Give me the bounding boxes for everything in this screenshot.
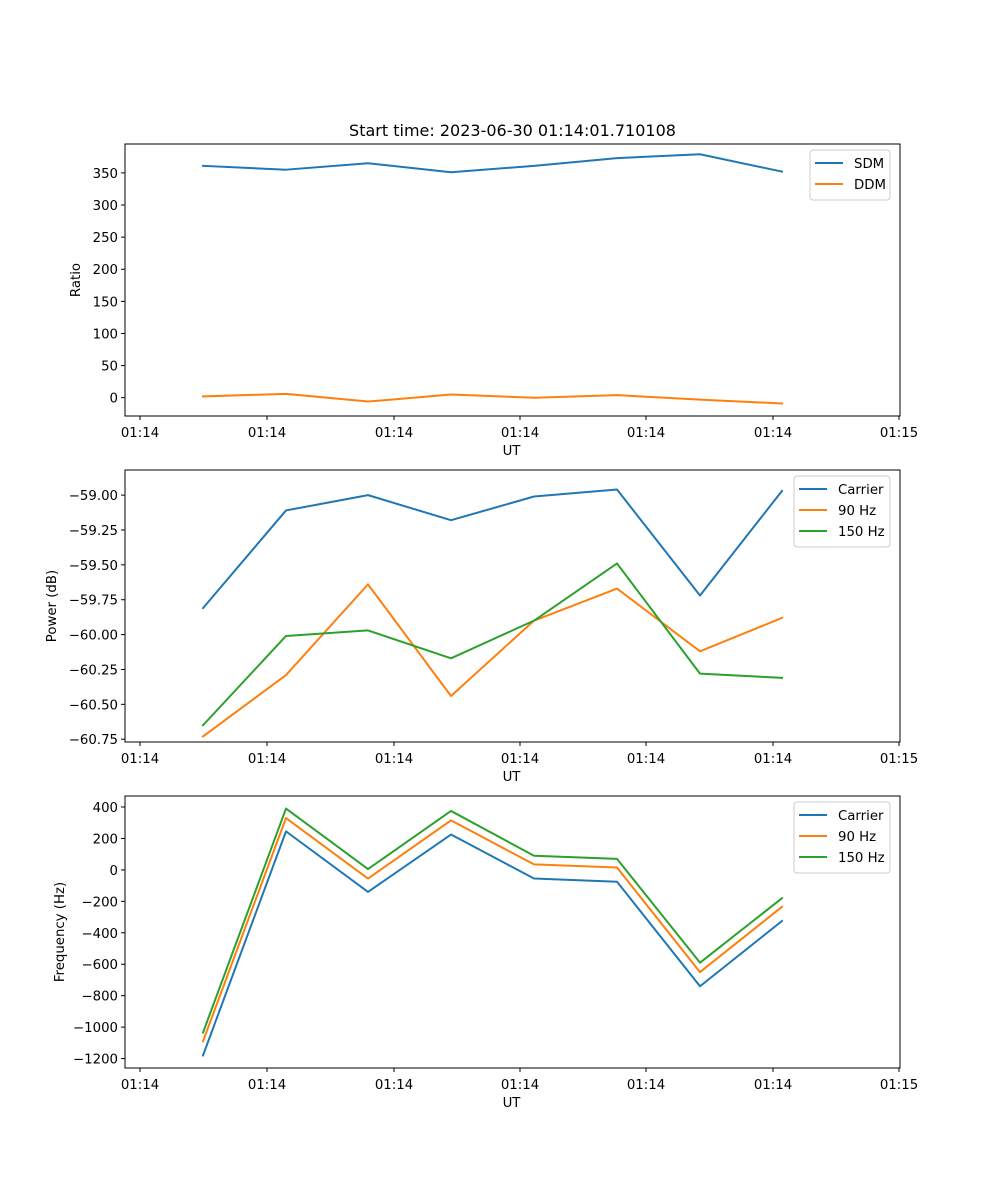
y-tick-label: −1000: [73, 1021, 118, 1036]
series-line-150-hz: [201, 562, 784, 727]
series-line-ddm: [201, 392, 784, 405]
chart-panel-2: 01:14 01:14 01:14 01:14 01:14 01:14 01:15 UT −60…: [45, 469, 918, 785]
y-tick-label: −400: [81, 927, 118, 942]
y-tick-label: −59.00: [69, 489, 118, 504]
plot-frame: [124, 795, 901, 1069]
chart-title: Start time: 2023-06-30 01:14:01.710108: [349, 121, 676, 140]
x-axis-label: UT: [503, 444, 522, 459]
y-tick-label: −60.25: [69, 663, 118, 678]
chart-panel-1: Start time: 2023-06-30 01:14:01.71010801…: [69, 121, 918, 459]
y-axis-label: Frequency (Hz): [53, 882, 68, 982]
y-tick-label: 250: [93, 231, 118, 246]
y-tick-label: 0: [110, 392, 118, 407]
y-tick-label: −59.75: [69, 594, 118, 609]
legend-entry: 150 Hz: [838, 525, 885, 540]
y-tick-label: −200: [81, 895, 118, 910]
x-tick-label: 01:14: [501, 1078, 539, 1093]
legend-box: [793, 801, 891, 874]
legend-entry: Carrier: [838, 483, 884, 498]
y-tick-label: 350: [93, 167, 118, 182]
x-tick-label: 01:14: [375, 752, 413, 767]
legend-entry: 90 Hz: [838, 830, 876, 845]
x-tick-label: 01:14: [501, 426, 539, 441]
x-tick-label: 01:14: [121, 752, 159, 767]
y-axis-label: Ratio: [69, 263, 84, 297]
y-tick-label: −60.50: [69, 698, 118, 713]
legend: Carrier 90 Hz 150 Hz: [793, 801, 891, 874]
y-tick-label: −60.75: [69, 733, 118, 748]
legend-entry: SDM: [854, 157, 884, 172]
legend-box: [793, 475, 891, 548]
y-tick-label: −600: [81, 958, 118, 973]
y-tick-label: 400: [93, 801, 118, 816]
x-axis-label: UT: [503, 770, 522, 785]
legend-entry: 150 Hz: [838, 851, 885, 866]
series-line-90-hz: [201, 817, 784, 1043]
chart-panel-3: 01:14 01:14 01:14 01:14 01:14 01:14 01:15 UT −12…: [53, 795, 918, 1111]
series-line-carrier: [201, 488, 784, 610]
x-tick-label: 01:14: [375, 426, 413, 441]
y-tick-label: 0: [110, 864, 118, 879]
plot-frame: [124, 143, 901, 417]
y-tick-label: 100: [93, 327, 118, 342]
y-tick-label: 50: [101, 360, 118, 375]
x-tick-label: 01:14: [248, 426, 286, 441]
y-tick-label: −59.25: [69, 524, 118, 539]
y-tick-label: −59.50: [69, 559, 118, 574]
x-tick-label: 01:14: [121, 426, 159, 441]
x-tick-label: 01:14: [121, 1078, 159, 1093]
y-tick-label: 200: [93, 832, 118, 847]
series-line-carrier: [201, 830, 784, 1057]
x-tick-label: 01:15: [880, 426, 918, 441]
y-tick-label: 300: [93, 199, 118, 214]
x-tick-label: 01:14: [501, 752, 539, 767]
legend-entry: Carrier: [838, 809, 884, 824]
y-tick-label: −60.00: [69, 629, 118, 644]
legend-entry: DDM: [854, 178, 886, 193]
x-axis-label: UT: [503, 1096, 522, 1111]
x-tick-label: 01:14: [375, 1078, 413, 1093]
x-tick-label: 01:14: [627, 1078, 665, 1093]
series-line-sdm: [201, 153, 784, 174]
plot-frame: [124, 469, 901, 743]
x-tick-label: 01:14: [627, 752, 665, 767]
x-tick-label: 01:14: [754, 752, 792, 767]
x-tick-label: 01:14: [627, 426, 665, 441]
legend-entry: 90 Hz: [838, 504, 876, 519]
y-tick-label: −800: [81, 990, 118, 1005]
x-tick-label: 01:14: [754, 1078, 792, 1093]
y-tick-label: −1200: [73, 1053, 118, 1068]
series-line-90-hz: [201, 583, 784, 738]
legend: Carrier 90 Hz 150 Hz: [793, 475, 891, 548]
x-tick-label: 01:15: [880, 752, 918, 767]
y-tick-label: 150: [93, 295, 118, 310]
series-line-150-hz: [201, 807, 784, 1034]
x-tick-label: 01:14: [248, 1078, 286, 1093]
x-tick-label: 01:15: [880, 1078, 918, 1093]
legend: SDM DDM: [809, 149, 891, 201]
x-tick-label: 01:14: [248, 752, 286, 767]
y-axis-label: Power (dB): [45, 570, 60, 642]
y-tick-label: 200: [93, 263, 118, 278]
x-tick-label: 01:14: [754, 426, 792, 441]
